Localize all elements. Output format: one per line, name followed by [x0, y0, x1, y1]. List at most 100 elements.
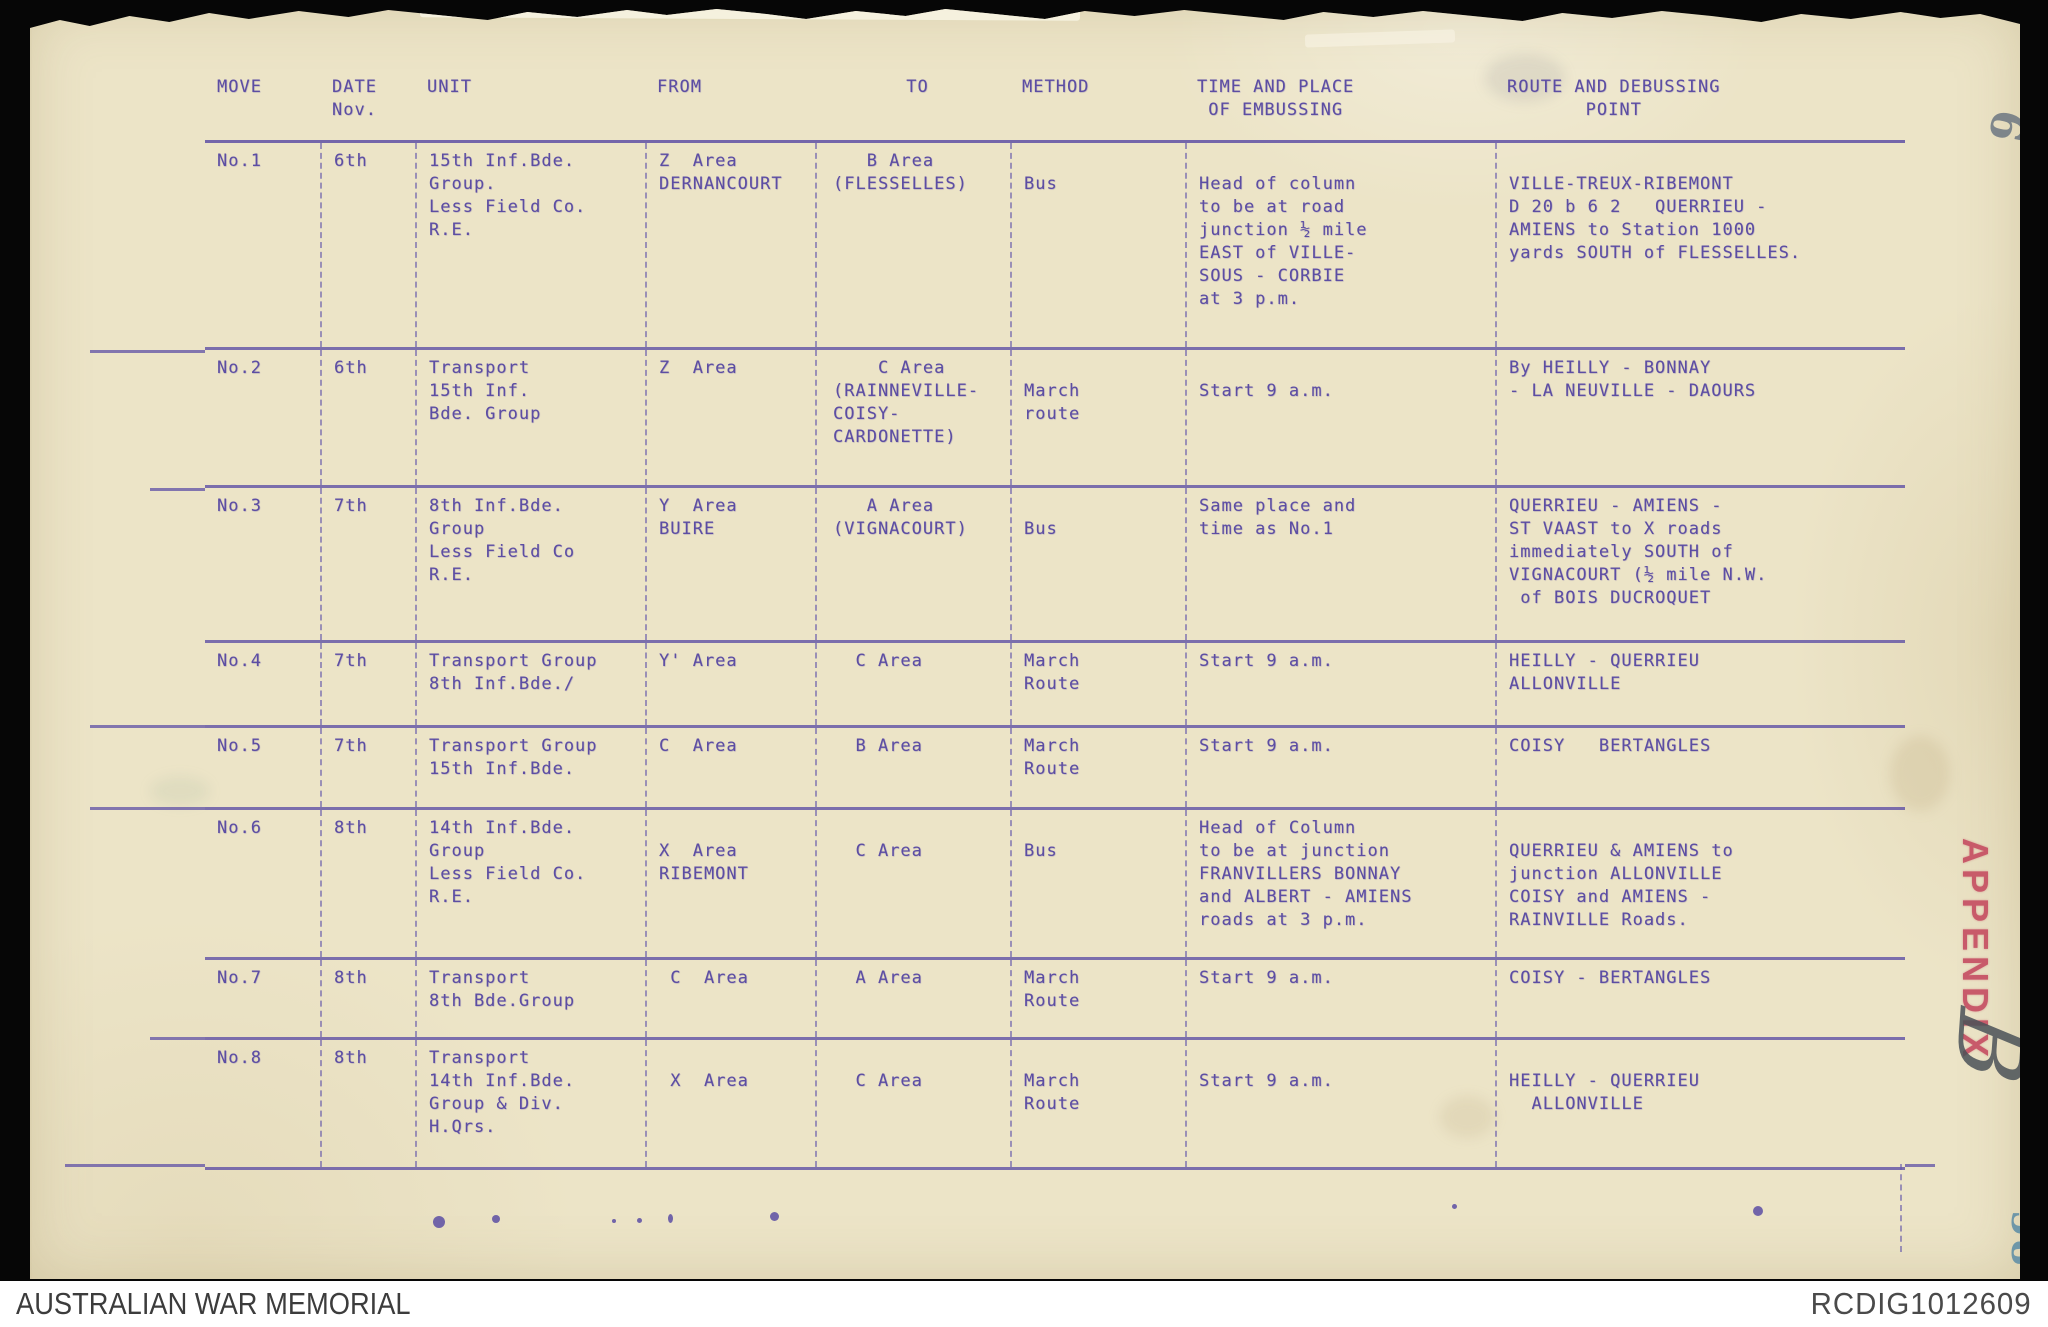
page-number-pencil: 6 [1977, 105, 2034, 146]
cell-route: COISY BERTANGLES [1495, 728, 1905, 807]
cell-route: By HEILLY - BONNAY - LA NEUVILLE - DAOUR… [1495, 350, 1905, 485]
cell-move: No.4 [217, 651, 262, 671]
cell-date: 6th [320, 350, 415, 485]
ink-dot [770, 1212, 779, 1221]
ink-dot [637, 1218, 642, 1223]
cell-date: 7th [320, 728, 415, 807]
cell-unit: 14th Inf.Bde. Group Less Field Co. R.E. [415, 810, 645, 957]
record-id: RCDIG1012609 [1811, 1286, 2032, 1321]
table-row-5: No.5 7th Transport Group 15th Inf.Bde. C… [205, 728, 1905, 810]
table-row-6: No.6 8th 14th Inf.Bde. Group Less Field … [205, 810, 1905, 960]
cell-method: March Route [1010, 1040, 1185, 1167]
cell-from: C Area [645, 728, 815, 807]
movement-table: MOVE DATE Nov. UNIT FROM TO METHOD TIME … [205, 66, 1905, 1170]
ink-dot [492, 1215, 500, 1223]
header-move: MOVE [217, 77, 262, 97]
header-unit: UNIT [427, 77, 472, 97]
stray-rule-mark [1900, 1164, 1904, 1252]
cell-from: X Area [645, 1040, 815, 1167]
header-to: TO [906, 77, 929, 97]
cell-from: Z Area [645, 350, 815, 485]
header-route: ROUTE AND DEBUSSING POINT [1507, 77, 1721, 120]
row-line-extension [65, 1164, 205, 1167]
cell-route: HEILLY - QUERRIEU ALLONVILLE [1495, 643, 1905, 725]
cell-method: March Route [1010, 643, 1185, 725]
cell-method: March Route [1010, 728, 1185, 807]
cell-method: Bus [1010, 488, 1185, 640]
cell-time: Head of column to be at road junction ½ … [1185, 143, 1495, 347]
appendix-letter-annotation: B [1934, 1001, 2045, 1092]
stain [1440, 1096, 1495, 1138]
cell-time: Start 9 a.m. [1185, 350, 1495, 485]
cell-time: Start 9 a.m. [1185, 1040, 1495, 1167]
cell-unit: 15th Inf.Bde. Group. Less Field Co. R.E. [415, 143, 645, 347]
cell-date: 8th [320, 810, 415, 957]
row-line-extension [1905, 1164, 1935, 1167]
cell-move: No.8 [217, 1048, 262, 1068]
cell-from: C Area [645, 960, 815, 1037]
cell-route: VILLE-TREUX-RIBEMONT D 20 b 6 2 QUERRIEU… [1495, 143, 1905, 347]
cell-to: B Area [815, 728, 1010, 807]
table-row-7: No.7 8th Transport 8th Bde.Group C Area … [205, 960, 1905, 1040]
header-from: FROM [657, 77, 702, 97]
cell-route: QUERRIEU & AMIENS to junction ALLONVILLE… [1495, 810, 1905, 957]
cell-time: Start 9 a.m. [1185, 960, 1495, 1037]
ink-dot [612, 1219, 616, 1223]
cell-to: C Area [815, 1040, 1010, 1167]
cell-unit: Transport Group 8th Inf.Bde./ [415, 643, 645, 725]
cell-route: COISY - BERTANGLES [1495, 960, 1905, 1037]
cell-unit: Transport Group 15th Inf.Bde. [415, 728, 645, 807]
row-line-extension [150, 1037, 205, 1040]
table-row-1: No.1 6th 15th Inf.Bde. Group. Less Field… [205, 143, 1905, 350]
cell-date: 8th [320, 960, 415, 1037]
cell-route: QUERRIEU - AMIENS - ST VAAST to X roads … [1495, 488, 1905, 640]
ink-dot [668, 1214, 673, 1223]
row-line-extension [150, 488, 205, 491]
cell-method: March route [1010, 350, 1185, 485]
cell-from: Z Area DERNANCOURT [645, 143, 815, 347]
cell-move: No.5 [217, 736, 262, 756]
cell-date: 6th [320, 143, 415, 347]
cell-method: Bus [1010, 143, 1185, 347]
header-time: TIME AND PLACE OF EMBUSSING [1197, 77, 1355, 120]
header-date: DATE Nov. [332, 77, 377, 120]
cell-time: Start 9 a.m. [1185, 643, 1495, 725]
cell-route: HEILLY - QUERRIEU ALLONVILLE [1495, 1040, 1905, 1167]
cell-unit: 8th Inf.Bde. Group Less Field Co R.E. [415, 488, 645, 640]
cell-move: No.6 [217, 818, 262, 838]
cell-method: Bus [1010, 810, 1185, 957]
cell-time: Start 9 a.m. [1185, 728, 1495, 807]
ink-dot [1753, 1206, 1763, 1216]
cell-to: B Area (FLESSELLES) [815, 143, 1010, 347]
table-row-8: No.8 8th Transport 14th Inf.Bde. Group &… [205, 1040, 1905, 1170]
table-row-2: No.2 6th Transport 15th Inf. Bde. Group … [205, 350, 1905, 488]
cell-from: Y Area BUIRE [645, 488, 815, 640]
stain [1890, 736, 1950, 811]
cell-move: No.7 [217, 968, 262, 988]
ink-dot [1452, 1204, 1457, 1209]
row-line-extension [90, 725, 205, 728]
row-line-extension [90, 807, 205, 810]
stain [1485, 54, 1565, 102]
table-row-4: No.4 7th Transport Group 8th Inf.Bde./ Y… [205, 643, 1905, 728]
cell-from: Y' Area [645, 643, 815, 725]
archive-page-stamp: 58 [2003, 1210, 2048, 1269]
cell-method: March Route [1010, 960, 1185, 1037]
cell-time: Same place and time as No.1 [1185, 488, 1495, 640]
awm-title: AUSTRALIAN WAR MEMORIAL [16, 1286, 411, 1321]
cell-date: 8th [320, 1040, 415, 1167]
paper-tear [1304, 29, 1456, 48]
table-row-3: No.3 7th 8th Inf.Bde. Group Less Field C… [205, 488, 1905, 643]
table-header-row: MOVE DATE Nov. UNIT FROM TO METHOD TIME … [205, 66, 1905, 143]
cell-move: No.3 [217, 496, 262, 516]
cell-to: C Area [815, 643, 1010, 725]
document-page: MOVE DATE Nov. UNIT FROM TO METHOD TIME … [30, 9, 2020, 1279]
row-line-extension [90, 350, 205, 353]
header-method: METHOD [1022, 77, 1090, 97]
cell-unit: Transport 8th Bde.Group [415, 960, 645, 1037]
cell-to: C Area (RAINNEVILLE- COISY- CARDONETTE) [815, 350, 1010, 485]
ink-dot [433, 1216, 445, 1228]
cell-to: A Area (VIGNACOURT) [815, 488, 1010, 640]
cell-to: A Area [815, 960, 1010, 1037]
